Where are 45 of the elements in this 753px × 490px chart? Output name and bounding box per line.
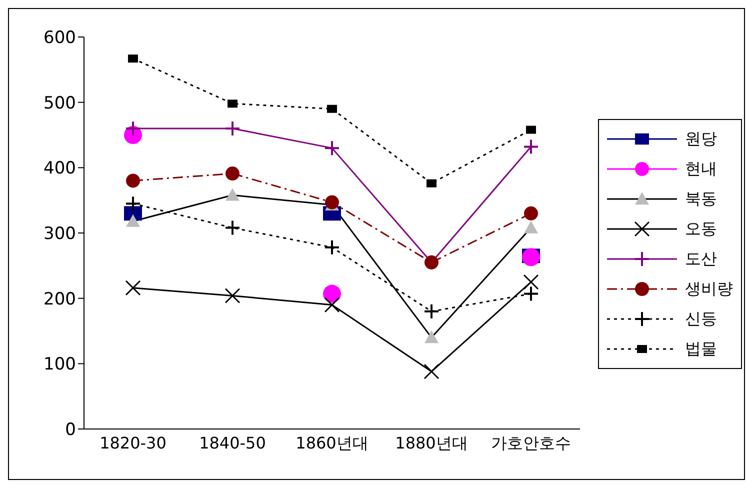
point: [224, 288, 240, 304]
y-tick-label: 500: [44, 93, 76, 114]
point: [324, 297, 340, 313]
x-tick-label: 1880년대: [395, 433, 468, 452]
legend-label: 신등: [685, 308, 717, 330]
point: [526, 126, 536, 134]
point: [522, 248, 540, 266]
point: [523, 274, 539, 290]
y-tick-label: 100: [44, 354, 76, 375]
point: [224, 120, 240, 136]
point: [324, 140, 340, 156]
point: [324, 239, 340, 256]
point: [327, 104, 337, 113]
legend-label: 생비량: [685, 278, 733, 300]
legend-label: 북동: [685, 188, 717, 210]
y-tick-label: 200: [44, 289, 76, 310]
point: [224, 220, 240, 236]
point: [323, 284, 341, 303]
legend-label: 원당: [685, 128, 717, 150]
y-tick-label: 0: [65, 420, 76, 440]
x-tick-label: 1820-30: [100, 433, 166, 452]
x-tick-label: 1840-50: [199, 433, 266, 452]
y-tick-label: 400: [44, 158, 76, 179]
point: [523, 138, 539, 155]
point: [426, 179, 436, 188]
point: [126, 174, 140, 188]
point: [523, 286, 539, 302]
y-tick-label: 600: [44, 28, 76, 48]
legend-label: 현내: [685, 158, 717, 180]
point: [125, 120, 141, 136]
x-tick-label: 1860년대: [296, 433, 368, 452]
legend-label: 오동: [685, 218, 717, 240]
point: [424, 303, 440, 320]
x-tick-label: 가호안호수: [491, 433, 571, 452]
point: [228, 100, 238, 108]
point: [524, 206, 538, 220]
point: [128, 54, 138, 63]
legend-label: 법물: [685, 338, 717, 360]
point: [424, 364, 440, 380]
y-tick-label: 300: [44, 224, 76, 244]
point: [226, 166, 240, 181]
point: [325, 195, 339, 210]
point: [125, 280, 141, 296]
legend-label: 도산: [685, 248, 717, 270]
point: [125, 196, 141, 212]
